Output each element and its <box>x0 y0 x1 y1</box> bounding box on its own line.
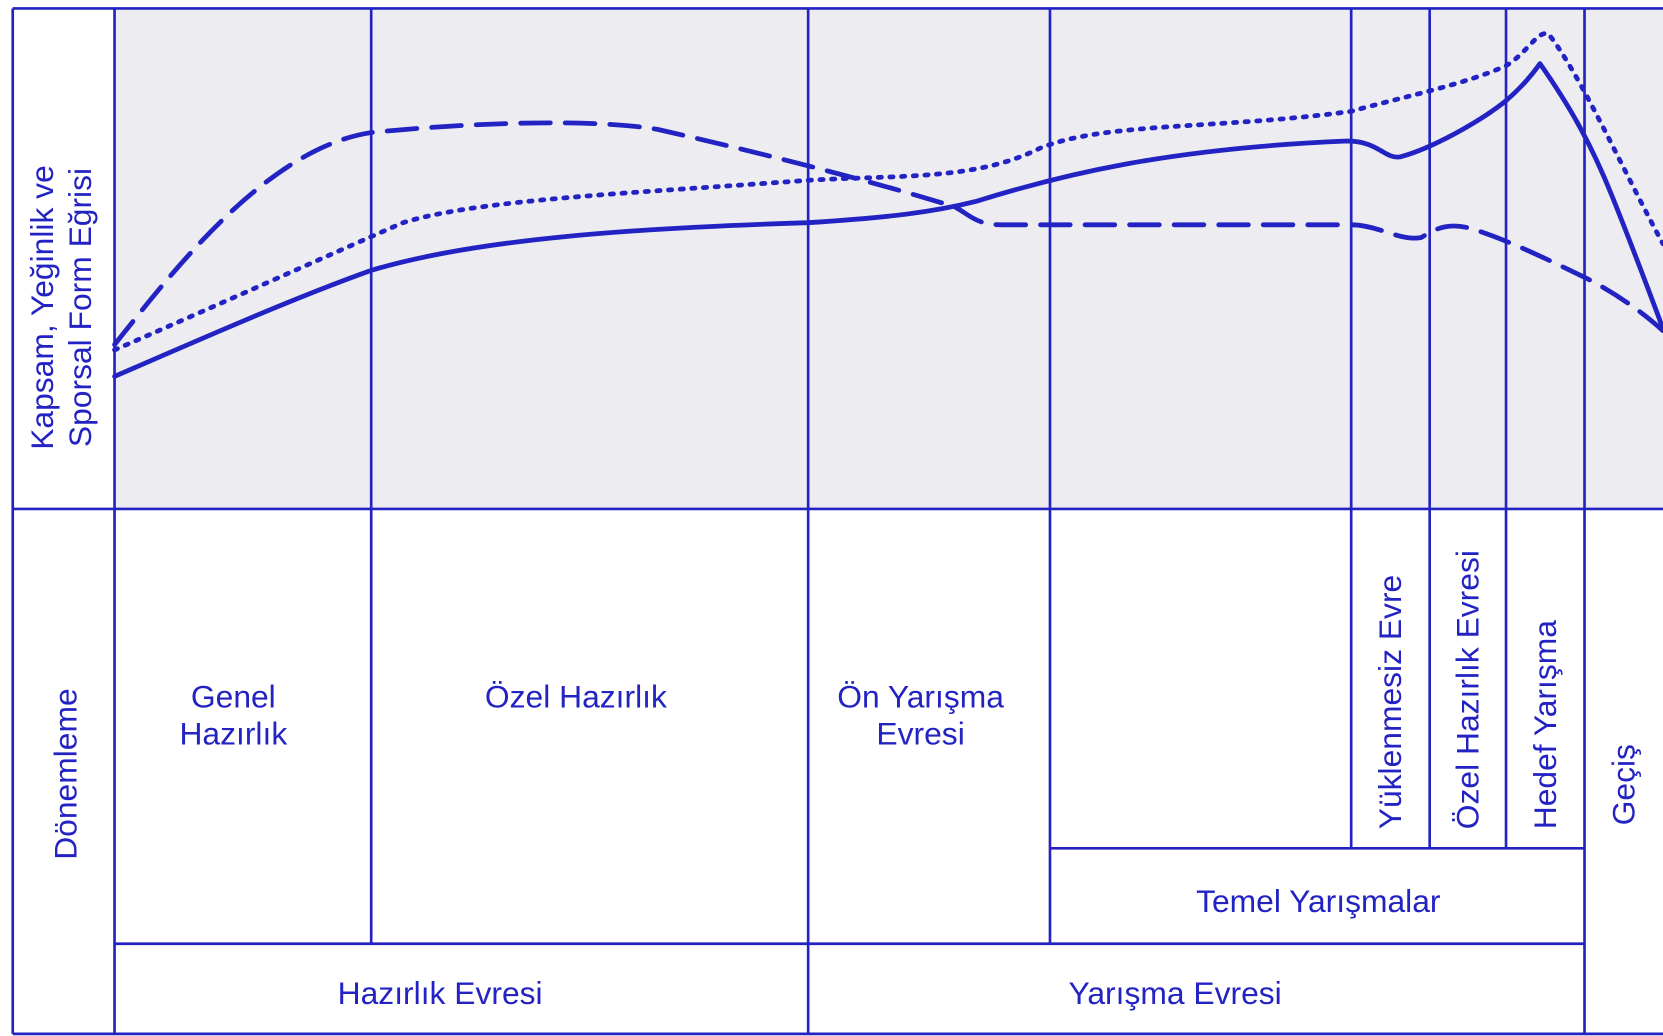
period-label: Yüklenmesiz Evre <box>1372 575 1408 829</box>
grid-frame <box>11 7 1663 1036</box>
phase-label: Yarışma Evresi <box>1069 975 1282 1011</box>
curve-area-background <box>114 8 1663 509</box>
phase-label: Hazırlık Evresi <box>338 975 543 1011</box>
solid-curve <box>112 61 1663 379</box>
period-label: Geçiş <box>1605 744 1641 825</box>
period-label: Özel Hazırlık Evresi <box>1449 550 1485 829</box>
period-label: Özel Hazırlık <box>485 678 667 714</box>
period-label: Evresi <box>876 715 964 751</box>
period-label: Ön Yarışma <box>837 678 1004 714</box>
period-label: Hedef Yarışma <box>1527 620 1563 829</box>
period-label: Temel Yarışmalar <box>1196 883 1441 919</box>
period-label: Hazırlık <box>179 715 287 751</box>
row-label: Dönemleme <box>47 688 83 859</box>
y-axis-label: Sporsal Form Eğrisi <box>62 168 98 447</box>
period-label: Genel <box>191 678 276 714</box>
dotted-curve <box>112 31 1663 353</box>
y-axis-label: Kapsam, Yeğinlik ve <box>24 165 60 450</box>
